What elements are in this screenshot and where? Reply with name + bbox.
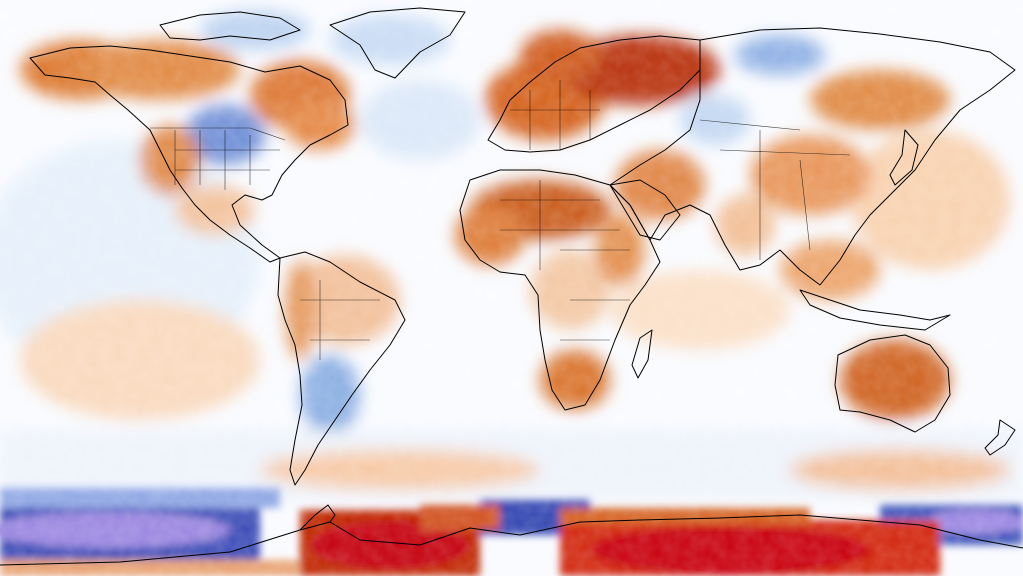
japan-outline <box>889 129 919 186</box>
asia-outline <box>609 27 1016 286</box>
indonesia-outline <box>799 289 951 331</box>
country-borders <box>150 80 851 360</box>
coastlines <box>0 7 1023 566</box>
madagascar-outline <box>631 329 653 379</box>
arabia-outline <box>609 179 681 241</box>
africa-borders <box>500 180 630 341</box>
africa-outline <box>459 169 661 411</box>
antarctica-outline <box>0 514 1023 566</box>
arctic-islands-outline <box>159 11 301 41</box>
antarctic-peninsula-outline <box>299 504 336 531</box>
europe-borders <box>510 80 600 150</box>
south-america-outline <box>277 251 406 486</box>
greenland-outline <box>329 7 466 79</box>
us-canada-border <box>150 127 286 141</box>
us-states-grid <box>174 130 280 190</box>
asia-borders <box>699 119 851 260</box>
australia-outline <box>834 334 951 433</box>
new-zealand-outline <box>984 419 1016 456</box>
south-america-borders <box>300 280 380 360</box>
north-america-outline <box>29 45 349 263</box>
